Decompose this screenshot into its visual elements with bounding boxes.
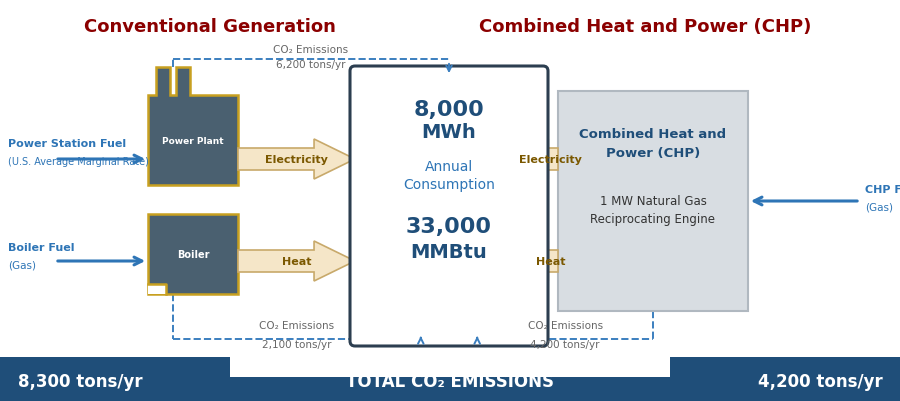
Text: 2,100 tons/yr: 2,100 tons/yr [262, 339, 331, 349]
Polygon shape [543, 241, 558, 281]
Text: Reciprocating Engine: Reciprocating Engine [590, 213, 716, 226]
Text: 8,000: 8,000 [414, 100, 484, 120]
FancyBboxPatch shape [350, 67, 548, 346]
Bar [558, 92, 748, 311]
Text: MMBtu: MMBtu [410, 242, 488, 261]
Text: TOTAL CO₂ EMISSIONS: TOTAL CO₂ EMISSIONS [346, 372, 554, 390]
Bar [230, 357, 670, 377]
Polygon shape [238, 241, 355, 281]
Text: 4,200 tons/yr: 4,200 tons/yr [530, 339, 599, 349]
Polygon shape [148, 68, 238, 186]
Text: Combined Heat and Power (CHP): Combined Heat and Power (CHP) [479, 18, 811, 36]
Text: Power Plant: Power Plant [162, 136, 224, 145]
Text: MWh: MWh [421, 122, 476, 141]
Bar [0, 357, 900, 401]
Text: 4,200 tons/yr: 4,200 tons/yr [758, 372, 882, 390]
Text: Conventional Generation: Conventional Generation [84, 18, 336, 36]
Text: (Gas): (Gas) [865, 203, 893, 213]
Text: Combined Heat and: Combined Heat and [580, 127, 726, 140]
Text: Electricity: Electricity [519, 155, 582, 164]
Text: 8,300 tons/yr: 8,300 tons/yr [18, 372, 142, 390]
Text: CHP Fuel: CHP Fuel [865, 184, 900, 194]
Polygon shape [543, 140, 558, 180]
Text: Heat: Heat [282, 256, 311, 266]
Bar [670, 357, 900, 401]
Text: Power (CHP): Power (CHP) [606, 147, 700, 160]
Polygon shape [238, 140, 355, 180]
Text: (U.S. Average Marginal Rate): (U.S. Average Marginal Rate) [8, 157, 148, 166]
Text: Heat: Heat [536, 256, 565, 266]
Text: 6,200 tons/yr: 6,200 tons/yr [276, 60, 346, 70]
Text: (Gas): (Gas) [8, 260, 36, 270]
Text: Consumption: Consumption [403, 178, 495, 192]
Text: Annual: Annual [425, 160, 473, 174]
Bar [148, 284, 166, 294]
Text: CO₂ Emissions: CO₂ Emissions [274, 45, 348, 55]
Text: CO₂ Emissions: CO₂ Emissions [527, 320, 603, 330]
Bar [148, 215, 238, 294]
Text: CO₂ Emissions: CO₂ Emissions [259, 320, 335, 330]
Text: 33,000: 33,000 [406, 217, 492, 237]
Text: Boiler Fuel: Boiler Fuel [8, 242, 75, 252]
Bar [0, 357, 230, 401]
Text: Power Station Fuel: Power Station Fuel [8, 139, 126, 149]
Text: Boiler: Boiler [176, 249, 209, 259]
Text: 1 MW Natural Gas: 1 MW Natural Gas [599, 195, 706, 208]
Text: Electricity: Electricity [266, 155, 328, 164]
